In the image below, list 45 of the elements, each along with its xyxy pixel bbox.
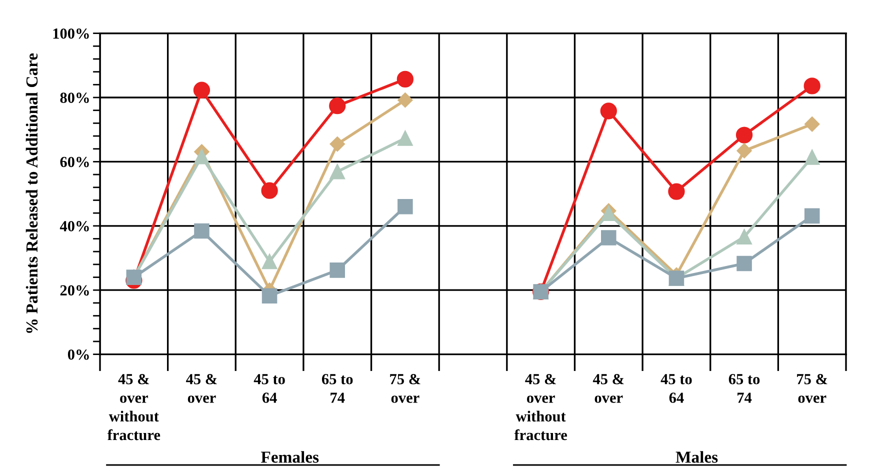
x-tick-label: 45 & over without fracture	[107, 374, 160, 440]
point	[804, 116, 820, 132]
x-tick-label: 45 & over	[592, 374, 624, 403]
x-tick-label: 75 & over	[390, 374, 420, 403]
point	[398, 130, 413, 146]
point	[736, 229, 752, 244]
point	[330, 262, 346, 278]
point	[736, 256, 752, 272]
point	[398, 92, 413, 108]
x-tick-label: 65 to 74	[728, 374, 760, 403]
y-tick-label: 80%	[60, 92, 89, 103]
x-tick-label: 75 & over	[797, 374, 828, 403]
point	[194, 223, 210, 239]
point	[194, 148, 210, 164]
point	[261, 182, 278, 199]
point	[804, 208, 820, 224]
y-axis-title: % Patients Released to Additional Care	[26, 53, 38, 333]
point	[193, 82, 210, 98]
point	[668, 183, 685, 200]
point	[262, 254, 278, 270]
point	[600, 102, 617, 120]
x-tick-label: 45 & over	[186, 374, 217, 403]
point	[804, 150, 820, 165]
point	[396, 70, 414, 88]
y-tick-label: 100%	[53, 28, 89, 39]
x-tick-label: 45 & over without fracture	[514, 374, 568, 440]
y-tick-label: 20%	[60, 285, 89, 296]
y-tick-label: 40%	[60, 221, 89, 232]
x-tick-label: 65 to 74	[322, 374, 353, 403]
text: Males	[676, 451, 718, 463]
point	[329, 98, 346, 114]
y-tick-label: 0%	[68, 349, 89, 360]
point	[600, 206, 616, 222]
point	[736, 126, 753, 144]
point	[330, 164, 346, 180]
x-tick-label: 45 to 64	[660, 374, 692, 403]
x-tick-label: 45 to 64	[254, 374, 285, 403]
y-tick-label: 60%	[60, 156, 89, 168]
point	[736, 143, 752, 158]
point	[330, 136, 345, 152]
point	[262, 288, 278, 304]
point	[398, 199, 413, 214]
text: Females	[261, 451, 319, 463]
point	[600, 230, 616, 246]
point	[804, 78, 820, 94]
